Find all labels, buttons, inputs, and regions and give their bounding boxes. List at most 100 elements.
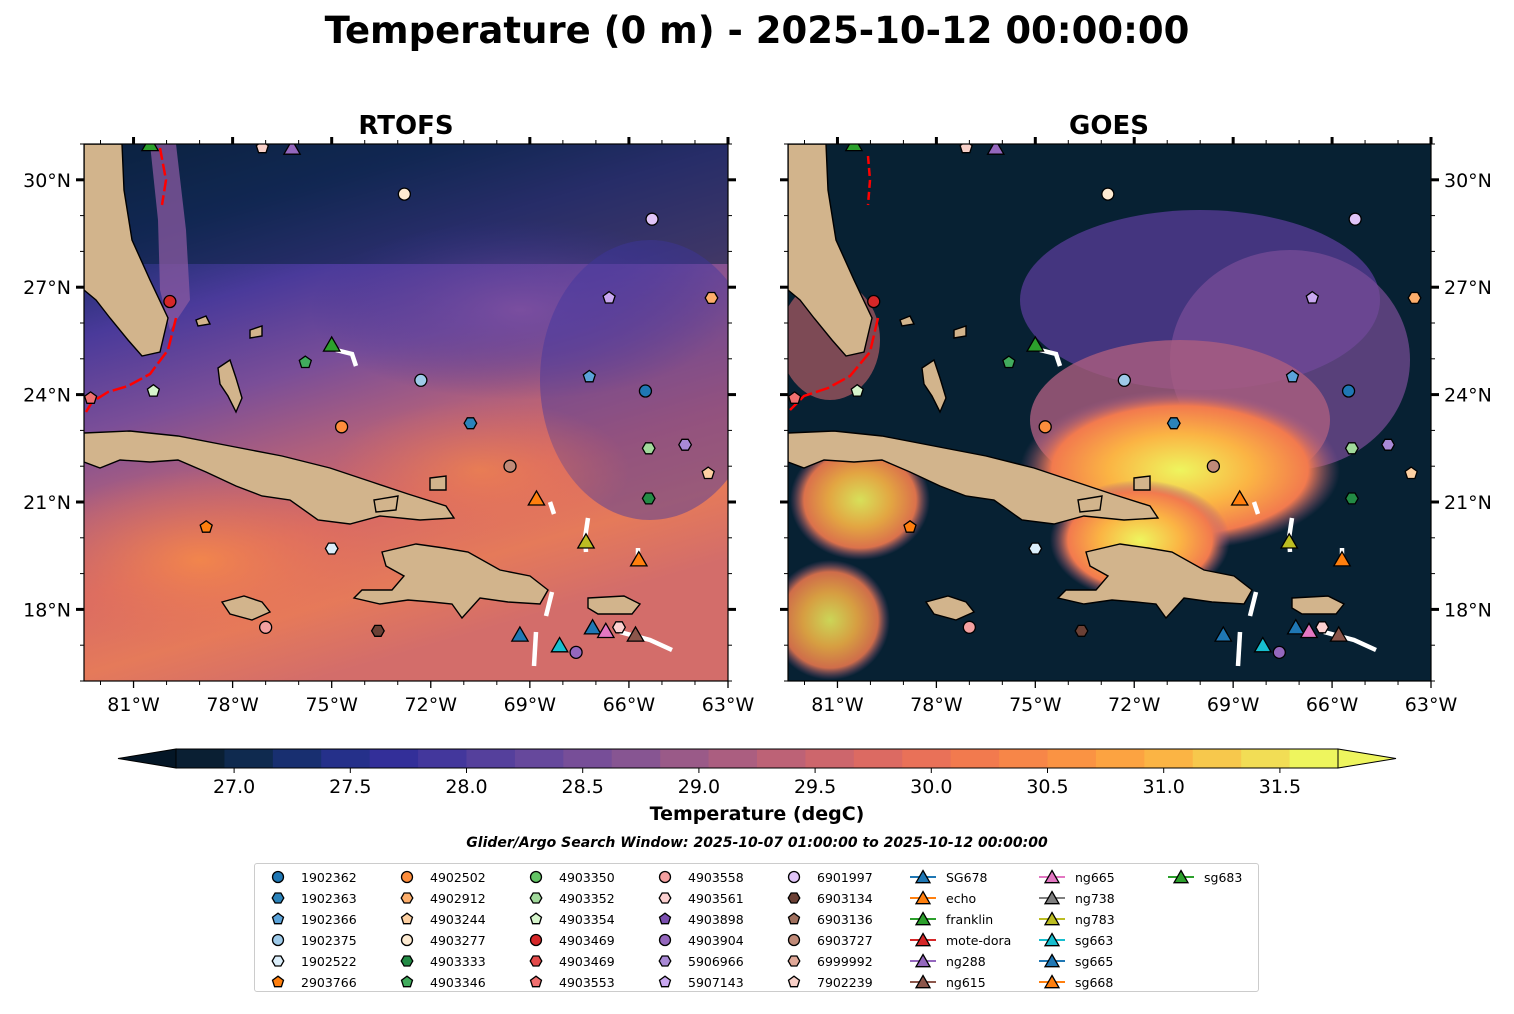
legend-marker-triangle-icon xyxy=(910,953,936,968)
legend-item: 4903558 xyxy=(650,867,744,887)
obs-marker-4902502-rtofs xyxy=(334,420,349,434)
colorbar-swatch xyxy=(176,749,226,768)
obs-marker-2903766-goes xyxy=(903,520,917,533)
obs-marker-1902363-rtofs xyxy=(463,417,478,430)
colorbar-tick-label: 29.0 xyxy=(678,776,720,798)
obs-marker-4903244-rtofs xyxy=(701,466,715,480)
legend-marker-triangle-icon xyxy=(1039,890,1065,905)
legend-marker-hexagon-icon xyxy=(787,955,801,967)
obs-marker-5907143-goes xyxy=(1305,290,1320,304)
legend-marker-circle-icon xyxy=(529,933,543,947)
obs-marker-ng615-rtofs xyxy=(626,625,645,642)
legend-marker-triangle-icon xyxy=(910,974,936,989)
legend-marker-triangle-icon xyxy=(1039,953,1065,968)
y-tick-label: 21°N xyxy=(23,492,71,514)
obs-marker-4903333-goes xyxy=(1344,492,1359,505)
legend-item: sg663 xyxy=(1037,930,1113,950)
legend-item: sg665 xyxy=(1037,951,1113,971)
legend-label: 6903136 xyxy=(817,911,873,927)
obs-marker-4902912-rtofs xyxy=(704,291,719,305)
legend: 1902362 1902363 1902366 1902375 1902522 29037… xyxy=(254,863,1259,992)
legend-marker-hexagon-icon xyxy=(787,892,801,904)
legend-marker-triangle-icon xyxy=(910,890,936,905)
legend-marker-hexagon-icon xyxy=(529,892,543,904)
legend-item: 4902912 xyxy=(392,888,486,908)
obs-marker-ng783-goes xyxy=(1279,532,1299,549)
colorbar-swatch xyxy=(708,749,758,768)
legend-item: ng615 xyxy=(908,972,986,992)
legend-label: ng738 xyxy=(1075,890,1115,906)
colorbar-swatch xyxy=(224,749,274,768)
y-tick-label: 18°N xyxy=(23,599,71,621)
legend-marker-triangle-icon xyxy=(1168,869,1194,884)
legend-label: 4903277 xyxy=(430,932,486,948)
legend-marker-circle-icon xyxy=(400,933,414,947)
y-tick-label: 21°N xyxy=(1444,492,1492,514)
obs-marker-1902366-goes xyxy=(1285,369,1300,383)
legend-label: 4903333 xyxy=(430,953,486,969)
colorbar-frame xyxy=(175,748,1339,769)
colorbar-swatch xyxy=(611,749,661,768)
obs-marker-4903333-rtofs xyxy=(641,492,656,505)
legend-marker-hexagon-icon xyxy=(658,892,672,904)
obs-marker-4903558-goes xyxy=(962,620,977,634)
obs-marker-ng665-rtofs xyxy=(596,622,616,639)
y-tick-label: 24°N xyxy=(1444,385,1492,407)
colorbar-swatch xyxy=(757,749,807,768)
legend-item: 1902375 xyxy=(263,930,357,950)
legend-marker-pentagon-icon xyxy=(271,975,285,988)
legend-item: ng288 xyxy=(908,951,986,971)
legend-item: 5906966 xyxy=(650,951,744,971)
obs-marker-5907143-rtofs xyxy=(602,290,616,304)
legend-item: 1902362 xyxy=(263,867,357,887)
obs-marker-4902912-goes xyxy=(1407,291,1422,305)
x-tick-label: 66°W xyxy=(603,694,656,716)
legend-label: ng665 xyxy=(1075,869,1115,885)
colorbar-swatch xyxy=(1095,749,1145,768)
obs-marker-ng288-goes xyxy=(986,144,1006,155)
legend-label: 5906966 xyxy=(688,953,744,969)
colorbar-tick-label: 27.0 xyxy=(213,776,255,798)
legend-label: sg665 xyxy=(1075,953,1114,969)
legend-item: 4902502 xyxy=(392,867,486,887)
legend-marker-pentagon-icon xyxy=(658,975,672,988)
legend-label: 1902375 xyxy=(301,932,357,948)
legend-label: 1902522 xyxy=(301,953,357,969)
panel-title-goes: GOES xyxy=(1069,111,1149,141)
legend-item: sg668 xyxy=(1037,972,1113,992)
legend-item: SG678 xyxy=(908,867,987,887)
x-tick-label: 66°W xyxy=(1306,694,1359,716)
legend-marker-hexagon-icon xyxy=(529,955,543,967)
legend-item: 6903727 xyxy=(779,930,873,950)
x-tick-label: 78°W xyxy=(206,694,259,716)
legend-marker-circle-icon xyxy=(787,933,801,947)
obs-marker-4903354-goes xyxy=(850,383,864,397)
obs-marker-5906966-goes xyxy=(1381,438,1396,451)
legend-marker-pentagon-icon xyxy=(271,912,285,925)
legend-label: 7902239 xyxy=(817,974,873,990)
legend-label: 4903558 xyxy=(688,869,744,885)
search-window-subtitle: Glider/Argo Search Window: 2025-10-07 01… xyxy=(466,835,1048,851)
obs-marker-4903277-rtofs xyxy=(397,187,411,201)
legend-item: 4903561 xyxy=(650,888,744,908)
legend-marker-circle-icon xyxy=(658,870,672,884)
colorbar: 27.0 27.5 28.0 28.5 29.0 29.5 30.0 30.5 31.0 31.5 xyxy=(117,748,1397,798)
obs-marker-sg668-goes xyxy=(1332,550,1352,567)
legend-item: 5907143 xyxy=(650,972,744,992)
legend-label: ng288 xyxy=(946,953,986,969)
x-tick-label: 81°W xyxy=(107,694,160,716)
legend-label: 5907143 xyxy=(688,974,744,990)
colorbar-swatch xyxy=(853,749,903,768)
legend-label: 4903553 xyxy=(559,974,615,990)
legend-label: 4903352 xyxy=(559,890,615,906)
obs-marker-6903727-goes xyxy=(1206,459,1221,473)
legend-label: 1902362 xyxy=(301,869,357,885)
legend-item: 6901997 xyxy=(779,867,873,887)
obs-marker-4903346-goes xyxy=(1002,355,1016,369)
colorbar-swatch xyxy=(369,749,419,768)
legend-label: 4902912 xyxy=(430,890,486,906)
legend-marker-triangle-icon xyxy=(910,869,936,884)
obs-marker-4902502-goes xyxy=(1038,420,1052,434)
legend-label: 6903134 xyxy=(817,890,873,906)
